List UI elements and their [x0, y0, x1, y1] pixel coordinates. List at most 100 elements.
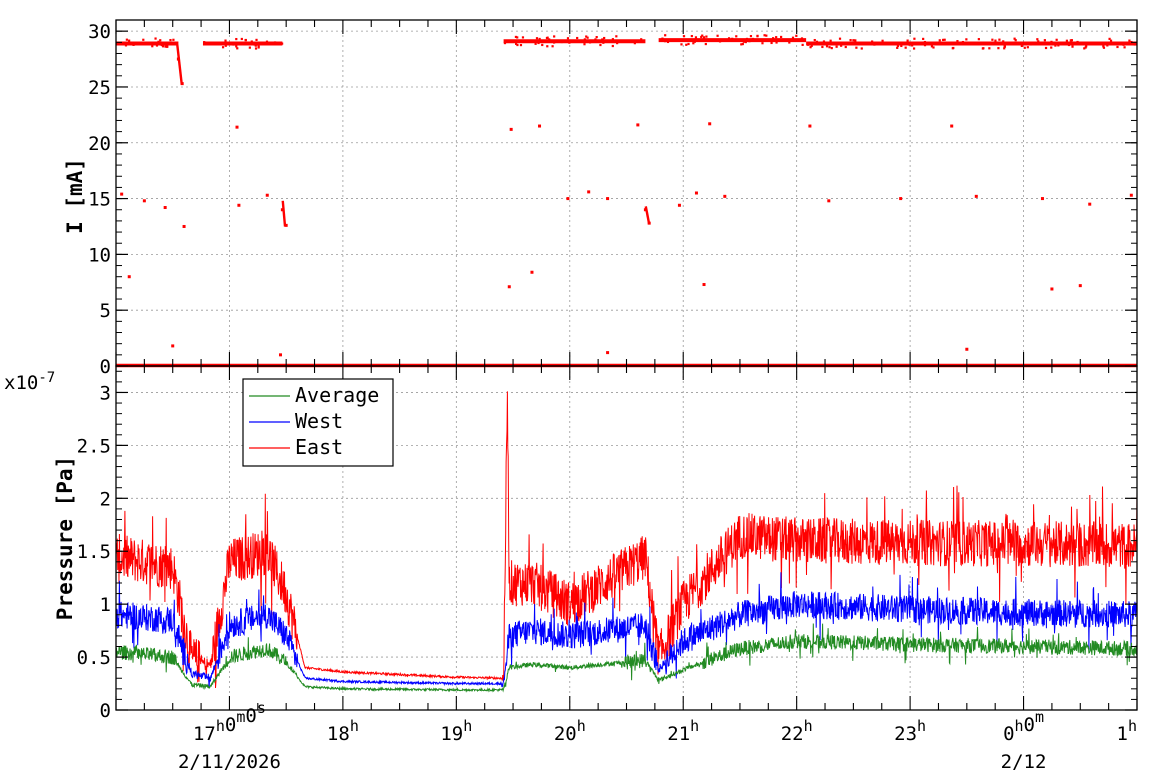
current-data-point: [1036, 38, 1039, 41]
current-data-point: [1108, 37, 1111, 40]
current-data-point: [237, 42, 240, 45]
current-data-point: [250, 40, 253, 43]
time-axis-tick-label: 19h: [440, 717, 472, 745]
current-y-tick-label: 15: [88, 189, 111, 211]
current-y-tick-label: 25: [88, 77, 111, 99]
current-data-point: [142, 199, 146, 203]
current-data-point: [585, 35, 588, 38]
current-data-point: [927, 42, 930, 45]
current-data-point: [913, 37, 916, 40]
current-data-point: [965, 347, 969, 351]
current-data-point: [896, 44, 900, 48]
current-data-point: [749, 35, 753, 38]
current-data-point: [166, 44, 169, 47]
current-data-point: [801, 43, 804, 46]
current-data-point: [163, 206, 167, 210]
time-axis-tick-label: 1h: [1117, 717, 1137, 745]
current-data-point: [182, 224, 186, 228]
current-data-point: [932, 46, 935, 49]
time-axis-tick-label: 18h: [327, 717, 359, 745]
current-data-point: [1040, 197, 1044, 201]
current-data-point: [727, 37, 731, 40]
pressure-line-east: [115, 391, 1138, 689]
current-data-point: [221, 46, 225, 49]
current-data-point: [203, 41, 206, 44]
current-data-point: [731, 37, 734, 40]
current-data-point: [775, 36, 778, 39]
current-data-point: [1084, 46, 1087, 49]
current-data-point: [694, 191, 698, 195]
current-data-point: [1083, 47, 1086, 50]
time-axis-labels: 17h0m0s 2/11/2026 18h 19h 20h 21h 22h 23h 0h0m 2/…: [178, 699, 1137, 773]
current-data-point: [132, 43, 135, 46]
time-axis-tick-label: 17h0m0s: [193, 699, 266, 745]
current-data-point: [923, 44, 927, 47]
legend-average-label: Average: [295, 383, 379, 407]
current-data-point: [265, 42, 268, 45]
current-data-point: [791, 36, 795, 39]
pressure-y-tick-label: 1: [100, 594, 111, 616]
current-data-point: [601, 38, 604, 42]
current-data-point: [956, 40, 959, 43]
current-data-point: [265, 193, 269, 197]
pressure-y-axis-title: Pressure [Pa]: [53, 456, 77, 620]
current-data-point: [800, 37, 804, 40]
current-data-point: [235, 37, 238, 41]
current-data-point: [828, 46, 831, 49]
current-data-point: [537, 41, 540, 45]
current-data-point: [595, 36, 598, 39]
current-data-point: [606, 197, 610, 201]
current-data-point: [120, 192, 124, 196]
current-y-tick-label: 5: [100, 300, 111, 322]
current-data-point: [938, 39, 941, 42]
current-data-point: [169, 38, 172, 42]
current-data-point: [235, 45, 238, 48]
time-axis-tick-label: 21h: [667, 717, 699, 745]
current-data-point: [611, 44, 614, 48]
current-data-point: [694, 36, 698, 39]
current-data-point: [1026, 46, 1029, 49]
current-data-point: [224, 44, 227, 47]
beam-current-grid: [116, 20, 1137, 366]
current-data-point: [666, 40, 670, 44]
current-data-point: [661, 37, 664, 40]
current-data-point: [1003, 47, 1006, 50]
current-data-point: [945, 43, 948, 46]
current-data-point: [1106, 44, 1109, 47]
current-data-point: [154, 37, 157, 40]
current-data-point: [693, 40, 696, 43]
current-data-point: [232, 43, 235, 46]
current-data-point: [1123, 42, 1126, 45]
current-data-point: [821, 45, 824, 49]
current-data-point: [1109, 39, 1113, 42]
current-data-point: [538, 124, 542, 128]
current-data-point: [1050, 46, 1053, 49]
current-data-point: [808, 124, 812, 128]
current-data-point: [166, 45, 169, 48]
current-data-point: [1071, 42, 1074, 45]
current-data-point: [998, 38, 1001, 41]
current-data-point: [756, 34, 759, 37]
pressure-line-west: [115, 572, 1138, 689]
current-data-point: [950, 124, 954, 128]
current-data-point: [1111, 43, 1114, 46]
current-data-point: [273, 41, 277, 44]
pressure-y-ticks: 0 0.5 1 1.5 2 2.5 3: [77, 370, 1137, 722]
current-data-point: [284, 223, 288, 227]
time-axis-tick-label: 22h: [781, 717, 813, 745]
current-data-point: [519, 43, 523, 47]
current-data-point: [692, 42, 695, 45]
current-data-point: [543, 39, 546, 43]
current-data-point: [763, 34, 766, 37]
current-data-point: [772, 39, 775, 43]
current-data-point: [717, 39, 720, 42]
current-data-point: [1123, 46, 1126, 49]
current-data-point: [1122, 42, 1125, 45]
current-data-point: [991, 38, 994, 41]
current-data-point: [772, 37, 775, 40]
current-data-point: [1077, 41, 1080, 45]
current-data-point: [151, 45, 154, 48]
time-axis-tick-label: 20h: [554, 717, 586, 745]
current-data-point: [1087, 42, 1090, 45]
current-data-point: [546, 45, 549, 48]
